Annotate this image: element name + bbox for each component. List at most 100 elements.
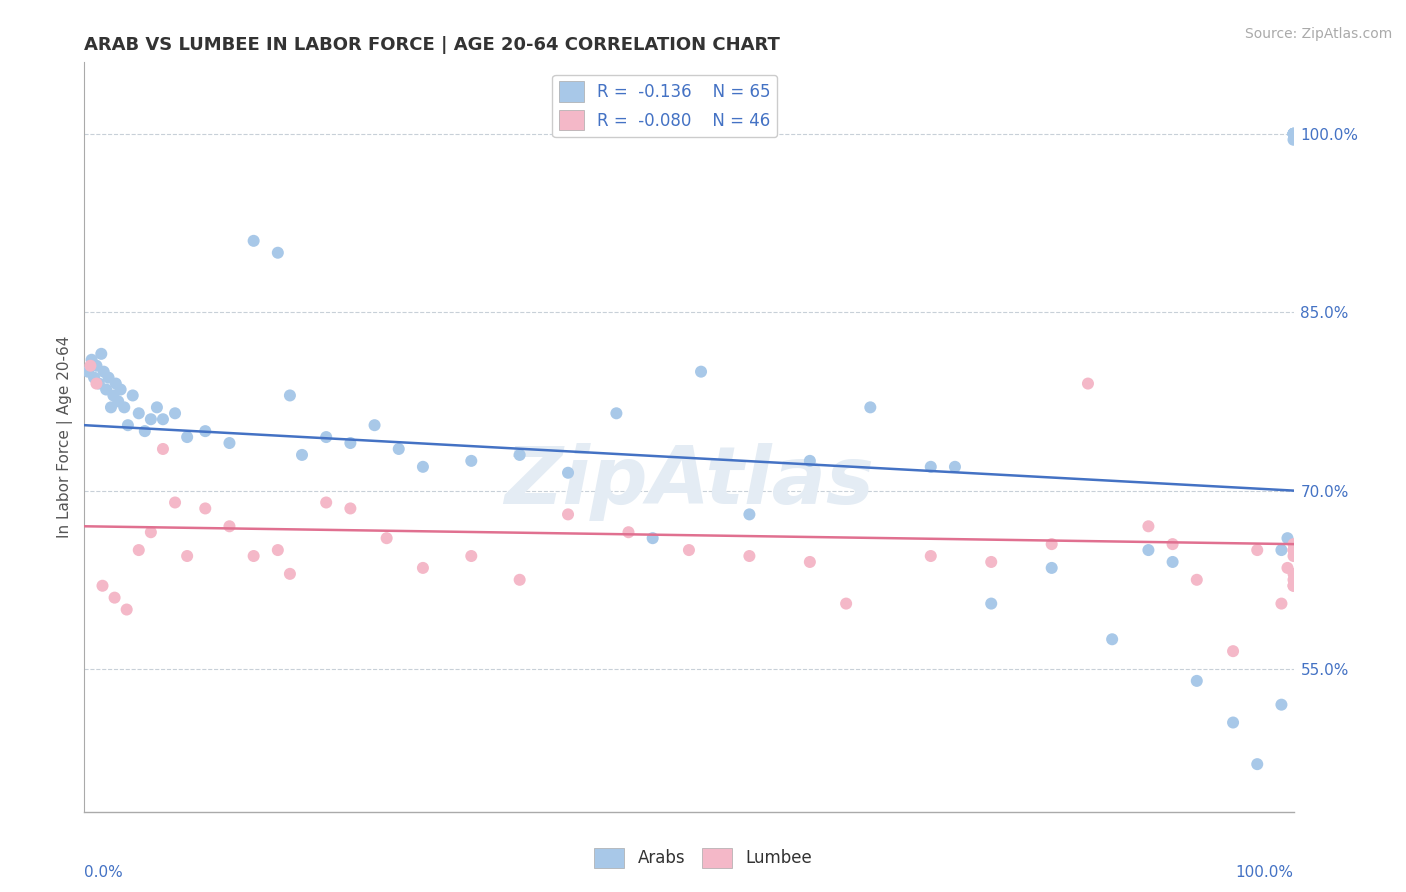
Point — [278, 566, 301, 581]
Point — [1040, 537, 1063, 551]
Point — [943, 459, 966, 474]
Point — [291, 448, 314, 462]
Text: Source: ZipAtlas.com: Source: ZipAtlas.com — [1244, 27, 1392, 41]
Point — [980, 555, 1002, 569]
Point — [1222, 644, 1244, 658]
Point — [1040, 561, 1063, 575]
Point — [1270, 698, 1292, 712]
Point — [1282, 573, 1305, 587]
Point — [375, 531, 398, 545]
Point — [738, 508, 761, 522]
Point — [1282, 127, 1305, 141]
Point — [1137, 519, 1160, 533]
Point — [412, 459, 434, 474]
Point — [128, 406, 150, 420]
Point — [139, 412, 162, 426]
Point — [1246, 543, 1268, 558]
Text: ARAB VS LUMBEE IN LABOR FORCE | AGE 20-64 CORRELATION CHART: ARAB VS LUMBEE IN LABOR FORCE | AGE 20-6… — [84, 36, 780, 54]
Point — [176, 430, 198, 444]
Text: ZipAtlas: ZipAtlas — [503, 443, 875, 521]
Point — [1282, 127, 1305, 141]
Point — [617, 525, 640, 540]
Point — [104, 591, 127, 605]
Point — [460, 454, 482, 468]
Point — [1282, 543, 1305, 558]
Point — [315, 495, 337, 509]
Point — [112, 401, 135, 415]
Point — [605, 406, 627, 420]
Point — [1282, 127, 1305, 141]
Point — [97, 370, 120, 384]
Point — [86, 359, 108, 373]
Point — [93, 365, 115, 379]
Point — [1270, 597, 1292, 611]
Point — [218, 519, 240, 533]
Point — [79, 359, 101, 373]
Point — [103, 388, 125, 402]
Point — [980, 597, 1002, 611]
Point — [128, 543, 150, 558]
Point — [799, 454, 821, 468]
Y-axis label: In Labor Force | Age 20-64: In Labor Force | Age 20-64 — [58, 336, 73, 538]
Point — [1161, 555, 1184, 569]
Point — [678, 543, 700, 558]
Point — [218, 436, 240, 450]
Point — [1282, 133, 1305, 147]
Point — [86, 376, 108, 391]
Point — [557, 508, 579, 522]
Point — [920, 459, 942, 474]
Point — [690, 365, 713, 379]
Point — [363, 418, 385, 433]
Point — [1161, 537, 1184, 551]
Point — [1277, 531, 1299, 545]
Point — [80, 352, 103, 367]
Point — [1282, 127, 1305, 141]
Point — [176, 549, 198, 563]
Point — [100, 401, 122, 415]
Point — [835, 597, 858, 611]
Text: 100.0%: 100.0% — [1236, 865, 1294, 880]
Point — [1185, 673, 1208, 688]
Legend: Arabs, Lumbee: Arabs, Lumbee — [588, 841, 818, 875]
Point — [134, 424, 156, 438]
Point — [509, 448, 531, 462]
Point — [165, 406, 187, 420]
Point — [165, 495, 187, 509]
Point — [557, 466, 579, 480]
Point — [87, 376, 110, 391]
Point — [859, 401, 882, 415]
Point — [90, 347, 112, 361]
Point — [242, 234, 264, 248]
Point — [91, 579, 114, 593]
Point — [242, 549, 264, 563]
Legend: R =  -0.136    N = 65, R =  -0.080    N = 46: R = -0.136 N = 65, R = -0.080 N = 46 — [553, 75, 778, 136]
Point — [339, 501, 361, 516]
Point — [194, 501, 217, 516]
Point — [267, 543, 290, 558]
Point — [278, 388, 301, 402]
Point — [107, 394, 129, 409]
Point — [1185, 573, 1208, 587]
Point — [1270, 543, 1292, 558]
Point — [799, 555, 821, 569]
Point — [1101, 632, 1123, 647]
Point — [460, 549, 482, 563]
Point — [152, 412, 174, 426]
Point — [1282, 579, 1305, 593]
Point — [509, 573, 531, 587]
Point — [110, 383, 132, 397]
Point — [94, 383, 117, 397]
Point — [1282, 549, 1305, 563]
Point — [315, 430, 337, 444]
Point — [412, 561, 434, 575]
Point — [738, 549, 761, 563]
Point — [115, 602, 138, 616]
Point — [1282, 543, 1305, 558]
Point — [1246, 757, 1268, 772]
Point — [121, 388, 143, 402]
Point — [1282, 127, 1305, 141]
Point — [1137, 543, 1160, 558]
Point — [146, 401, 169, 415]
Point — [1277, 561, 1299, 575]
Point — [388, 442, 411, 456]
